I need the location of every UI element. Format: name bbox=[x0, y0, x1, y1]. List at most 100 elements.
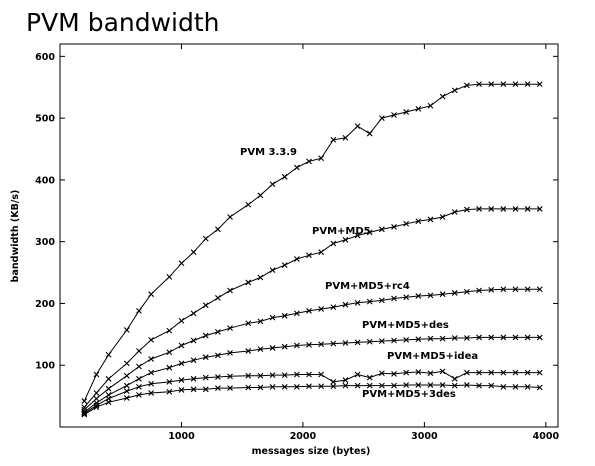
data-point-marker bbox=[281, 383, 288, 390]
data-point-marker bbox=[354, 232, 361, 239]
series-label: PVM+MD5+des bbox=[362, 320, 449, 331]
data-point-marker bbox=[342, 236, 349, 243]
data-point-marker bbox=[123, 388, 130, 395]
data-point-marker bbox=[500, 383, 507, 390]
data-point-marker bbox=[123, 395, 130, 401]
data-point-marker bbox=[378, 382, 385, 389]
series-label: PVM+MD5+3des bbox=[362, 389, 456, 400]
data-point-marker bbox=[524, 369, 531, 376]
data-point-marker bbox=[318, 341, 325, 348]
data-point-marker bbox=[202, 374, 209, 381]
data-point-marker bbox=[245, 348, 252, 354]
data-point-marker bbox=[202, 332, 209, 339]
data-point-marker bbox=[166, 273, 173, 280]
data-point-marker bbox=[215, 374, 221, 380]
data-point-marker bbox=[342, 382, 349, 389]
data-point-marker bbox=[536, 334, 543, 341]
data-point-marker bbox=[500, 369, 507, 376]
data-point-marker bbox=[536, 81, 543, 88]
series-line bbox=[84, 384, 540, 416]
data-point-marker bbox=[93, 404, 100, 411]
data-point-marker bbox=[245, 372, 252, 379]
data-point-marker bbox=[342, 135, 349, 141]
data-point-marker bbox=[105, 399, 112, 406]
data-point-marker bbox=[105, 385, 112, 392]
data-point-marker bbox=[415, 336, 422, 343]
data-point-marker bbox=[178, 317, 185, 324]
data-point-marker bbox=[512, 81, 519, 88]
data-point-marker bbox=[500, 286, 507, 293]
data-point-marker bbox=[488, 382, 495, 389]
data-point-marker bbox=[415, 218, 422, 225]
data-point-marker bbox=[190, 386, 197, 393]
data-point-marker bbox=[403, 382, 410, 388]
data-point-marker bbox=[178, 360, 185, 367]
data-point-marker bbox=[281, 173, 288, 180]
data-point-marker bbox=[293, 164, 300, 171]
data-point-marker bbox=[81, 398, 88, 404]
data-point-marker bbox=[215, 226, 221, 233]
data-point-marker bbox=[136, 348, 142, 354]
data-point-marker bbox=[378, 297, 385, 304]
data-point-marker bbox=[166, 364, 173, 371]
data-point-marker bbox=[81, 404, 88, 411]
data-point-marker bbox=[403, 337, 410, 343]
data-point-marker bbox=[464, 382, 470, 388]
data-point-marker bbox=[476, 382, 482, 389]
data-point-marker bbox=[136, 375, 142, 382]
x-axis-label: messages size (bytes) bbox=[252, 446, 371, 457]
data-point-marker bbox=[123, 372, 130, 379]
data-point-marker bbox=[476, 206, 482, 212]
page-title: PVM bandwidth bbox=[26, 8, 220, 37]
data-point-marker bbox=[354, 382, 361, 389]
data-point-marker bbox=[524, 206, 531, 212]
data-point-marker bbox=[415, 369, 422, 375]
data-point-marker bbox=[190, 249, 197, 256]
data-point-marker bbox=[136, 391, 142, 398]
data-point-marker bbox=[227, 325, 233, 332]
data-point-marker bbox=[215, 385, 221, 391]
data-point-marker bbox=[403, 109, 410, 115]
y-axis-label: bandwidth (KB/s) bbox=[10, 190, 21, 283]
data-point-marker bbox=[318, 249, 325, 256]
data-point-marker bbox=[464, 369, 470, 376]
data-point-marker bbox=[391, 337, 397, 344]
data-point-marker bbox=[148, 337, 154, 343]
data-point-marker bbox=[148, 380, 154, 387]
y-tick-label: 500 bbox=[35, 114, 55, 125]
data-point-marker bbox=[451, 290, 458, 296]
x-tick-label: 3000 bbox=[411, 431, 438, 442]
data-point-marker bbox=[512, 286, 519, 293]
data-point-marker bbox=[451, 375, 458, 382]
data-point-marker bbox=[488, 334, 495, 341]
data-point-marker bbox=[378, 370, 385, 377]
data-point-marker bbox=[536, 286, 543, 293]
data-point-marker bbox=[178, 342, 185, 349]
x-tick-label: 1000 bbox=[168, 431, 195, 442]
data-point-marker bbox=[330, 379, 337, 385]
data-point-marker bbox=[451, 87, 458, 94]
data-point-marker bbox=[366, 382, 373, 389]
data-point-marker bbox=[464, 335, 470, 341]
data-point-marker bbox=[476, 369, 482, 376]
data-point-marker bbox=[524, 383, 531, 390]
data-point-marker bbox=[451, 382, 458, 389]
data-point-marker bbox=[93, 395, 100, 402]
data-point-marker bbox=[439, 382, 446, 388]
data-point-marker bbox=[105, 375, 112, 382]
data-point-marker bbox=[464, 206, 470, 213]
data-point-marker bbox=[354, 123, 361, 130]
series-line bbox=[83, 208, 540, 408]
data-point-marker bbox=[269, 383, 276, 390]
data-point-marker bbox=[318, 306, 325, 312]
data-point-marker bbox=[439, 93, 446, 100]
x-tick-label: 4000 bbox=[533, 431, 560, 442]
data-point-marker bbox=[415, 293, 422, 299]
data-point-marker bbox=[427, 292, 434, 299]
data-point-marker bbox=[257, 192, 264, 199]
data-point-marker bbox=[215, 295, 221, 301]
data-point-marker bbox=[190, 357, 197, 364]
x-tick-label: 2000 bbox=[290, 431, 317, 442]
data-point-marker bbox=[512, 206, 519, 212]
data-point-marker bbox=[451, 335, 458, 341]
